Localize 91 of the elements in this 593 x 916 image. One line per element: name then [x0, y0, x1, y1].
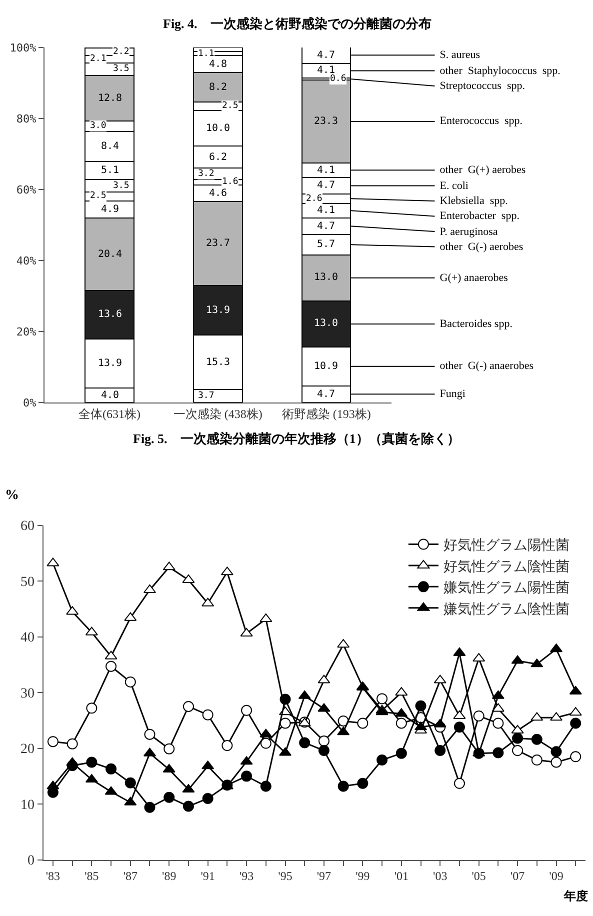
legend-label: 嫌気性グラム陰性菌	[443, 601, 570, 618]
y-tick-label: 30	[20, 686, 34, 702]
data-label: 3.5	[113, 64, 130, 74]
legend-label: 嫌気性グラム陽性菌	[443, 580, 570, 596]
y-tick-label: 60%	[16, 183, 37, 196]
x-tick-label: '07	[510, 869, 525, 884]
text: Fungi	[437, 388, 466, 400]
text: Bacteroides spp.	[437, 318, 513, 330]
text: other Staphylococcus spp.	[437, 65, 561, 77]
chart-title: Fig. 5. 一次感染分離菌の年次推移（1）（真菌を除く）	[133, 431, 460, 446]
x-tick-label: 全体(631株)	[78, 406, 141, 421]
y-tick-label: 10	[20, 798, 34, 813]
data-label: 23.3	[314, 116, 338, 127]
data-label: 6.2	[209, 152, 228, 163]
y-axis-title: %	[5, 488, 19, 503]
data-label: 12.8	[98, 93, 122, 104]
x-tick-label: '85	[84, 869, 99, 884]
y-tick-label: 40%	[16, 254, 37, 268]
y-tick-label: 100%	[10, 41, 37, 54]
data-label: 2.5	[90, 191, 106, 201]
data-label: 23.7	[206, 238, 230, 249]
text: E. coli	[437, 180, 468, 192]
data-label: 3.5	[113, 181, 130, 191]
data-label: 4.1	[317, 205, 336, 216]
x-tick-label: '83	[46, 869, 60, 884]
data-label: 20.4	[98, 249, 122, 260]
y-tick-label: 60	[20, 519, 34, 534]
data-label: 8.4	[101, 141, 120, 152]
data-label: 4.6	[209, 188, 228, 199]
x-tick-label: 一次感染 (438株)	[173, 406, 262, 421]
text: S. aureus	[437, 49, 480, 61]
x-tick-label: '05	[472, 869, 486, 884]
x-tick-label: '03	[433, 869, 448, 884]
legend-label: 好気性グラム陰性菌	[443, 558, 570, 575]
text: Klebsiella spp.	[437, 195, 508, 207]
text: Enterococcus spp.	[437, 115, 523, 127]
text: other G(+) aerobes	[437, 164, 526, 176]
data-label: 5.1	[101, 165, 120, 176]
data-label: 4.7	[317, 50, 336, 61]
data-label: 5.7	[317, 239, 336, 250]
x-tick-label: '89	[162, 869, 176, 884]
y-tick-label: 80%	[16, 112, 37, 126]
data-label: 4.9	[101, 204, 120, 215]
data-label: 3.7	[198, 391, 214, 401]
data-label: 2.6	[306, 194, 322, 204]
x-tick-label: '09	[549, 869, 564, 884]
data-label: 10.0	[206, 123, 230, 134]
x-tick-label: '01	[394, 869, 408, 884]
data-label: 4.1	[317, 165, 336, 176]
data-label: 13.9	[98, 358, 122, 369]
data-label: 1.6	[222, 177, 238, 187]
data-label: 3.0	[90, 121, 106, 131]
data-label: 2.2	[113, 47, 130, 57]
data-label: 4.7	[317, 221, 336, 232]
x-tick-label: '95	[278, 869, 292, 884]
y-tick-label: 20%	[16, 325, 37, 338]
data-label: 13.9	[206, 305, 230, 316]
data-label: 2.1	[90, 54, 106, 64]
text: G(+) anaerobes	[437, 272, 508, 284]
x-tick-label: '87	[123, 869, 138, 884]
data-label: 15.3	[206, 357, 230, 368]
text: Streptococcus spp.	[437, 80, 526, 92]
text: other G(-) aerobes	[437, 241, 524, 253]
data-label: 2.5	[222, 101, 238, 111]
x-tick-label: 術野感染 (193株)	[282, 406, 371, 421]
text: P. aeruginosa	[437, 226, 498, 238]
text: other G(-) anaerobes	[437, 360, 534, 372]
x-axis-title: 年度	[563, 889, 588, 903]
data-label: 8.2	[209, 82, 228, 93]
data-label: 4.7	[317, 180, 336, 191]
data-label: 10.9	[314, 361, 338, 372]
legend-label: 好気性グラム陽性菌	[443, 538, 570, 554]
data-label: 1.1	[198, 49, 214, 59]
data-label: 4.0	[101, 390, 120, 401]
data-label: 4.8	[209, 59, 228, 70]
y-tick-label: 20	[20, 742, 34, 758]
chart-title: Fig. 4. 一次感染と術野感染での分離菌の分布	[163, 16, 432, 31]
x-tick-label: '93	[239, 869, 254, 884]
data-label: 13.6	[98, 309, 122, 320]
data-label: 13.0	[314, 272, 338, 283]
y-tick-label: 50	[20, 574, 34, 590]
x-tick-label: '99	[356, 869, 370, 884]
y-tick-label: 0%	[23, 396, 37, 410]
x-tick-label: '91	[200, 869, 215, 884]
text: Enterobacter spp.	[437, 210, 520, 222]
x-tick-label: '97	[316, 869, 332, 884]
data-label: 13.0	[314, 318, 338, 329]
y-tick-label: 40	[20, 630, 34, 646]
y-tick-label: 0	[27, 854, 34, 869]
data-label: 4.7	[317, 389, 336, 400]
data-label: 3.2	[198, 169, 214, 179]
